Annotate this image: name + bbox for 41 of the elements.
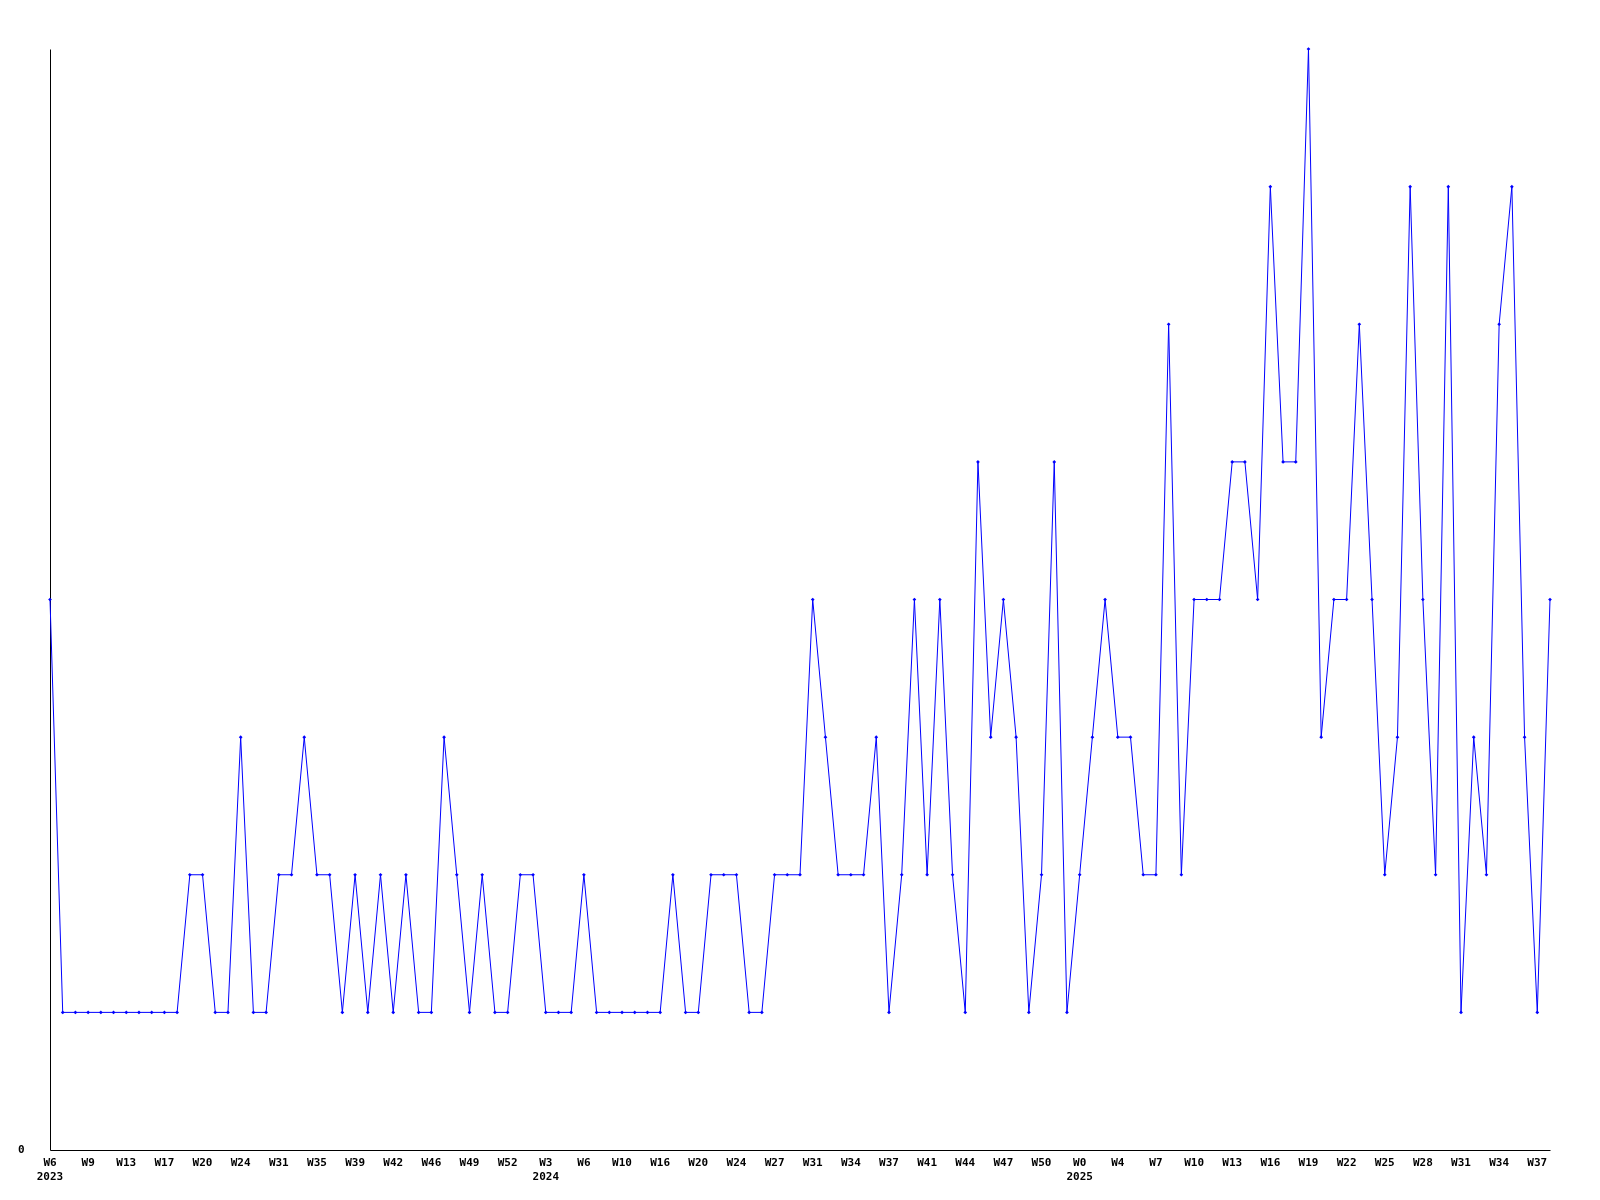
x-tick-label: W25 bbox=[1374, 1156, 1395, 1169]
x-tick-label: W27 bbox=[764, 1156, 785, 1169]
x-tick-label: W3 2024 bbox=[532, 1156, 560, 1183]
x-tick-label: W31 bbox=[1451, 1156, 1472, 1169]
x-tick-label: W46 bbox=[421, 1156, 442, 1169]
x-tick-label: W16 bbox=[650, 1156, 671, 1169]
x-tick-label: W17 bbox=[154, 1156, 175, 1169]
x-tick-label: W0 2025 bbox=[1066, 1156, 1093, 1183]
x-tick-label: W10 bbox=[1184, 1156, 1205, 1169]
x-tick-label: W10 bbox=[612, 1156, 632, 1169]
x-tick-label: W4 bbox=[1111, 1156, 1125, 1169]
x-tick-label: W50 bbox=[1031, 1156, 1052, 1169]
x-tick-label: W19 bbox=[1298, 1156, 1319, 1169]
x-tick-label: W6 2023 bbox=[36, 1156, 64, 1183]
x-tick-label: W34 bbox=[1489, 1156, 1510, 1169]
x-tick-label: W16 bbox=[1260, 1156, 1281, 1169]
x-tick-label: W41 bbox=[917, 1156, 938, 1169]
x-tick-label: W6 bbox=[577, 1156, 591, 1169]
x-tick-label: W24 bbox=[726, 1156, 747, 1169]
x-tick-label: W20 bbox=[688, 1156, 709, 1169]
x-tick-label: W31 bbox=[802, 1156, 824, 1169]
x-tick-label: W34 bbox=[840, 1156, 862, 1169]
x-tick-label: W22 bbox=[1336, 1156, 1357, 1169]
x-tick-label: W42 bbox=[383, 1156, 404, 1169]
x-tick-label: W49 bbox=[459, 1156, 480, 1169]
x-tick-label: W24 bbox=[230, 1156, 251, 1169]
x-tick-label: W31 bbox=[268, 1156, 290, 1169]
x-tick-label: W39 bbox=[345, 1156, 366, 1169]
x-tick-label: W13 bbox=[116, 1156, 137, 1169]
x-tick-label: W13 bbox=[1222, 1156, 1243, 1169]
x-tick-label: W35 bbox=[307, 1156, 327, 1169]
x-tick-label: W28 bbox=[1412, 1156, 1433, 1169]
x-tick-label: W37 bbox=[1527, 1156, 1548, 1169]
x-tick-label: W9 bbox=[81, 1156, 95, 1169]
x-tick-label: W7 bbox=[1149, 1156, 1163, 1169]
x-tick-label: W47 bbox=[993, 1156, 1014, 1169]
x-tick-label: W20 bbox=[192, 1156, 213, 1169]
x-tick-label: W44 bbox=[955, 1156, 976, 1169]
x-tick-label: W52 bbox=[497, 1156, 518, 1169]
text: 0 bbox=[18, 1143, 25, 1156]
x-tick-label: W37 bbox=[879, 1156, 899, 1169]
